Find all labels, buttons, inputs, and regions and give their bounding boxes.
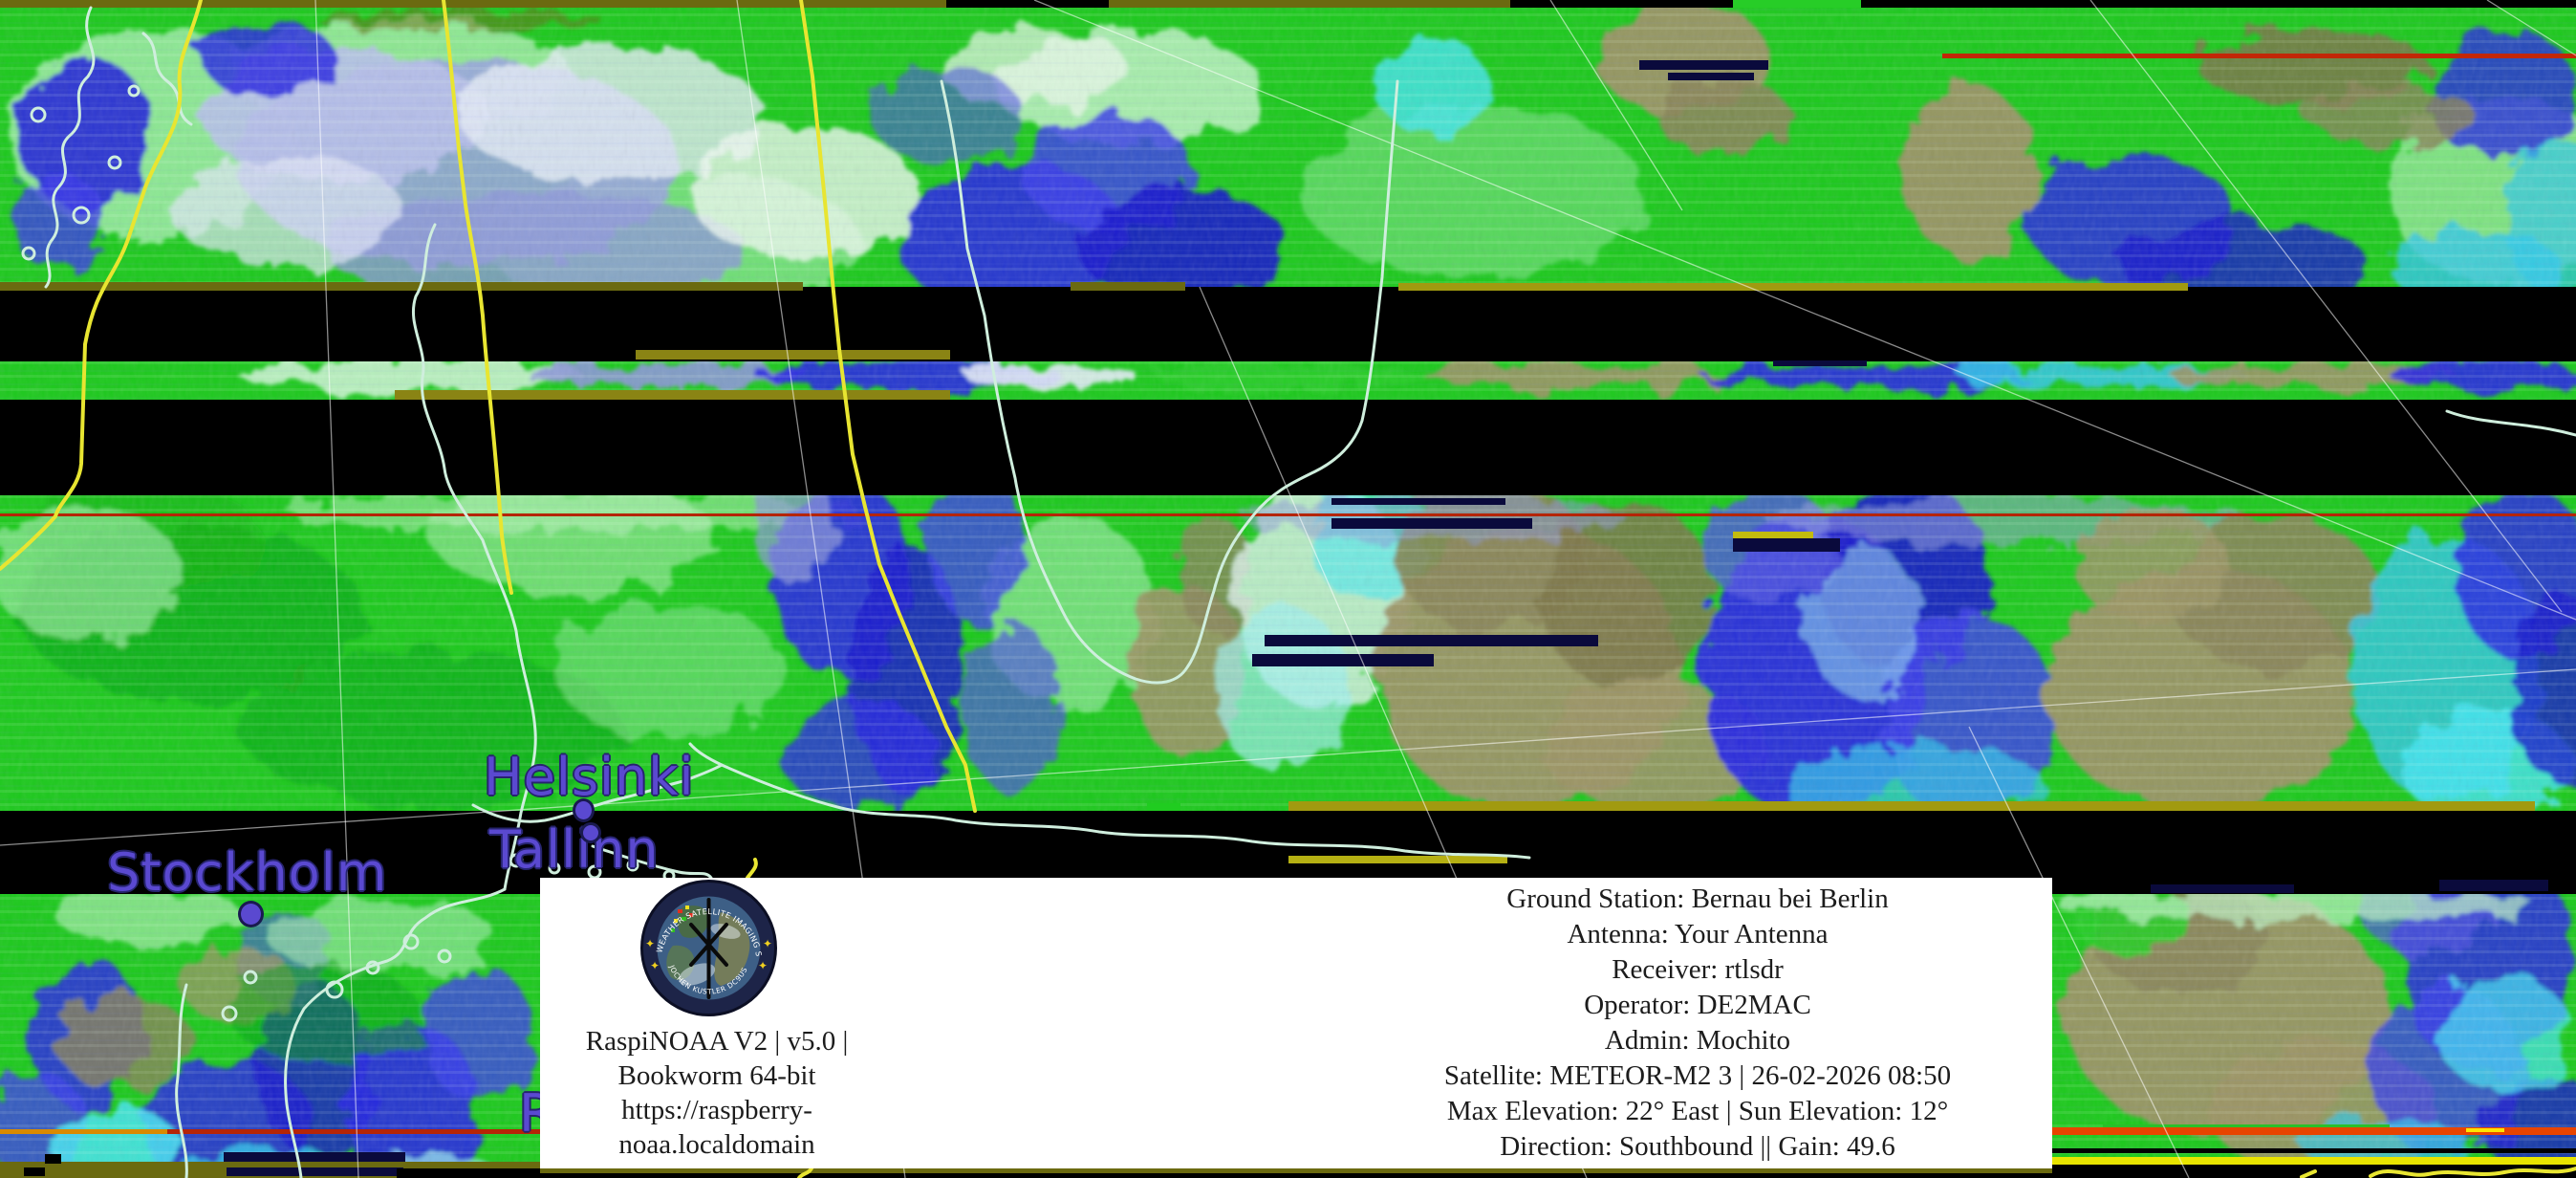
station-info-line-receiver: Receiver: rtlsdr <box>1612 954 1784 985</box>
glitch-dash <box>1733 538 1840 552</box>
station-info-line-admin: Admin: Mochito <box>1604 1025 1791 1056</box>
station-info-line-elevation: Max Elevation: 22° East | Sun Elevation:… <box>1446 1096 1949 1126</box>
city-dot-tallinn <box>580 822 601 843</box>
glitch-strip <box>0 0 946 8</box>
glitch-strip <box>0 282 803 291</box>
info-box: ✦✦ ✦✦ WEATHER SATELLITE IMAGING STATION … <box>540 878 2052 1168</box>
glitch-dash <box>397 1168 540 1178</box>
glitch-dash <box>1331 518 1532 529</box>
glitch-dash <box>2439 880 2548 891</box>
glitch-red-line-mid <box>0 513 2576 516</box>
glitch-strip <box>2052 1165 2576 1178</box>
system-info-line: Bookworm 64-bit <box>617 1060 816 1091</box>
glitch-red-line-top <box>1942 54 2576 58</box>
glitch-red-line-bottom-right <box>2052 1127 2576 1135</box>
glitch-dash <box>2151 884 2294 893</box>
glitch-dash <box>1288 856 1507 863</box>
system-info-column: RaspiNOAA V2 | v5.0 | Bookworm 64-bit ht… <box>548 1024 886 1162</box>
station-info-column: Ground Station: Bernau bei Berlin Antenn… <box>1343 882 2052 1165</box>
glitch-dash <box>1639 60 1768 70</box>
glitch-strip <box>1071 282 1185 291</box>
glitch-dash <box>1773 360 1867 366</box>
svg-text:✦: ✦ <box>650 959 660 972</box>
glitch-dash <box>0 1129 167 1134</box>
glitch-dash <box>227 1167 403 1176</box>
system-info-line: RaspiNOAA V2 | v5.0 | <box>585 1026 849 1057</box>
glitch-strip <box>1288 801 2535 811</box>
glitch-dash <box>24 1167 45 1176</box>
glitch-dash <box>1733 532 1813 538</box>
dropout-band-2 <box>0 400 2576 495</box>
city-label-stockholm: Stockholm <box>107 842 388 903</box>
station-info-line-direction: Direction: Southbound || Gain: 49.6 <box>1500 1131 1895 1162</box>
glitch-dash <box>1668 73 1754 80</box>
raspinoaa-logo: ✦✦ ✦✦ WEATHER SATELLITE IMAGING STATION … <box>639 879 777 1016</box>
glitch-dash <box>2466 1128 2504 1132</box>
glitch-strip <box>2052 1157 2576 1165</box>
city-label-tallinn: Tallinn <box>489 819 660 880</box>
glitch-dash <box>636 350 950 360</box>
svg-text:✦: ✦ <box>763 937 772 950</box>
glitch-dash <box>224 1152 405 1162</box>
station-info-line-satellite: Satellite: METEOR-M2 3 | 26-02-2026 08:5… <box>1443 1060 1952 1091</box>
glitch-strip <box>1733 0 1861 8</box>
glitch-dash <box>1252 654 1434 666</box>
station-info-line-ground-station: Ground Station: Bernau bei Berlin <box>1506 884 1889 914</box>
station-info-line-antenna: Antenna: Your Antenna <box>1567 919 1829 949</box>
glitch-red-line-bottom-left <box>0 1129 540 1134</box>
glitch-dash <box>1265 635 1598 646</box>
system-info-line: noaa.localdomain <box>618 1129 815 1160</box>
city-dot-stockholm <box>238 901 264 927</box>
glitch-dash <box>1331 498 1505 505</box>
glitch-strip <box>1147 803 1180 811</box>
glitch-dash <box>2103 1124 2390 1127</box>
system-info-line: https://raspberry- <box>621 1095 812 1125</box>
city-label-helsinki: Helsinki <box>484 747 695 807</box>
glitch-dash <box>45 1154 61 1164</box>
glitch-strip <box>540 1173 2052 1178</box>
svg-text:✦: ✦ <box>645 937 655 950</box>
glitch-strip <box>1109 0 1510 8</box>
glitch-strip <box>1398 283 2188 291</box>
glitch-dash <box>395 390 950 400</box>
glitch-strip <box>2052 1148 2576 1153</box>
dropout-band-1 <box>0 287 2576 361</box>
svg-text:✦: ✦ <box>758 959 768 972</box>
station-info-line-operator: Operator: DE2MAC <box>1584 990 1811 1020</box>
